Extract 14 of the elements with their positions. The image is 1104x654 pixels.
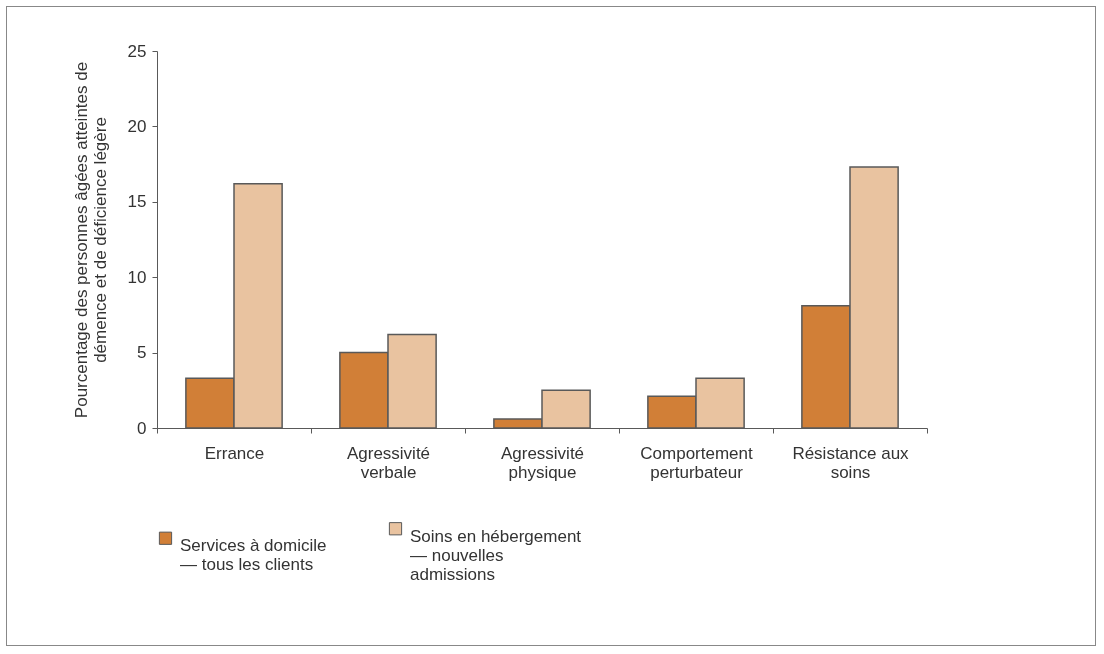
y-tick-label: 20 bbox=[127, 116, 147, 136]
x-tick-label: Errance bbox=[204, 443, 265, 463]
legend-label: Services à domicile — tous les clients bbox=[180, 536, 327, 575]
x-tick-label: Résistance aux soins bbox=[792, 443, 910, 482]
y-axis-title: Pourcentage des personnes âgées atteintes de démence et de déficience légère bbox=[71, 61, 110, 419]
y-tick-label: 5 bbox=[137, 343, 147, 363]
y-tick-label: 0 bbox=[137, 418, 147, 438]
y-tick-label: 10 bbox=[127, 267, 147, 287]
legend-label: Soins en hébergement — nouvelles admissions bbox=[410, 526, 582, 584]
y-tick-label: 15 bbox=[127, 192, 147, 212]
x-tick-label: Agressivité verbale bbox=[346, 443, 431, 482]
x-tick-label: Comportement perturbateur bbox=[640, 443, 753, 482]
y-tick-label: 25 bbox=[127, 41, 147, 61]
x-tick-label: Agressivité physique bbox=[500, 443, 585, 482]
